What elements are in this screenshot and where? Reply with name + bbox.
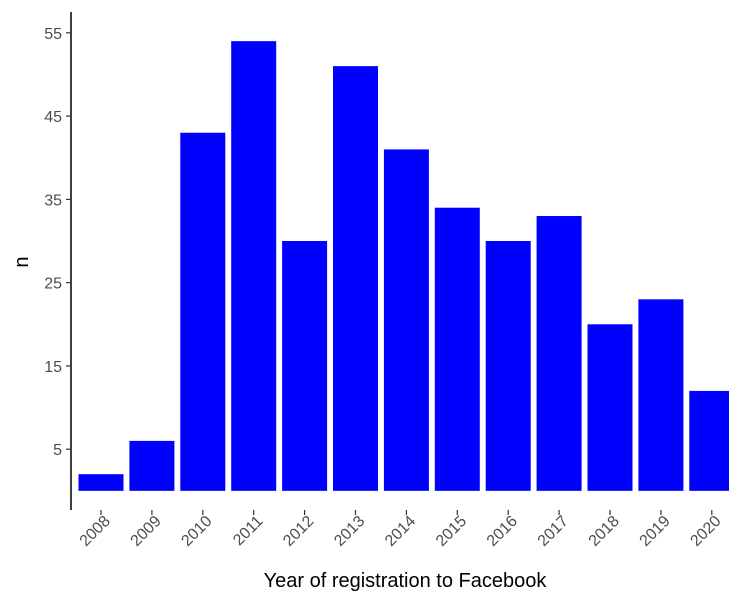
x-tick-label-2011: 2011 — [230, 513, 266, 549]
bar-2008 — [79, 474, 124, 491]
bar-2013 — [333, 66, 378, 491]
bar-2014 — [384, 149, 429, 490]
bar-2011 — [231, 41, 276, 491]
bar-2019 — [638, 299, 683, 491]
y-tick-label-45: 45 — [44, 109, 62, 126]
x-tick-label-2017: 2017 — [535, 513, 572, 550]
y-tick-label-55: 55 — [44, 26, 62, 43]
bar-2015 — [435, 208, 480, 491]
x-tick-label-2018: 2018 — [586, 513, 623, 550]
x-tick-label-2009: 2009 — [128, 513, 165, 550]
bar-2009 — [129, 441, 174, 491]
bar-2020 — [689, 391, 729, 491]
bars-group — [79, 41, 729, 491]
y-axis-title: n — [11, 256, 33, 267]
x-axis-title: Year of registration to Facebook — [264, 570, 548, 592]
y-tick-label-25: 25 — [44, 276, 62, 293]
x-tick-label-2013: 2013 — [331, 513, 368, 550]
y-tick-label-35: 35 — [44, 192, 62, 209]
y-tick-label-15: 15 — [44, 359, 62, 376]
x-tick-label-2015: 2015 — [433, 513, 470, 550]
y-tick-label-5: 5 — [53, 442, 62, 459]
x-tick-label-2016: 2016 — [484, 513, 521, 550]
x-tick-label-2014: 2014 — [382, 513, 419, 550]
bar-2012 — [282, 241, 327, 491]
x-tick-label-2008: 2008 — [77, 513, 114, 550]
x-axis: 2008 2009 2010 2011 2012 2013 2014 2015 2016 2017… — [77, 510, 725, 550]
x-tick-label-2012: 2012 — [280, 513, 317, 550]
bar-2010 — [180, 133, 225, 491]
x-tick-label-2019: 2019 — [637, 513, 674, 550]
bar-2018 — [588, 324, 633, 491]
x-tick-label-2020: 2020 — [687, 513, 724, 550]
x-tick-label-2010: 2010 — [178, 513, 215, 550]
bar-2016 — [486, 241, 531, 491]
bar-2017 — [537, 216, 582, 491]
y-axis: 5 15 25 35 45 55 — [44, 12, 71, 510]
